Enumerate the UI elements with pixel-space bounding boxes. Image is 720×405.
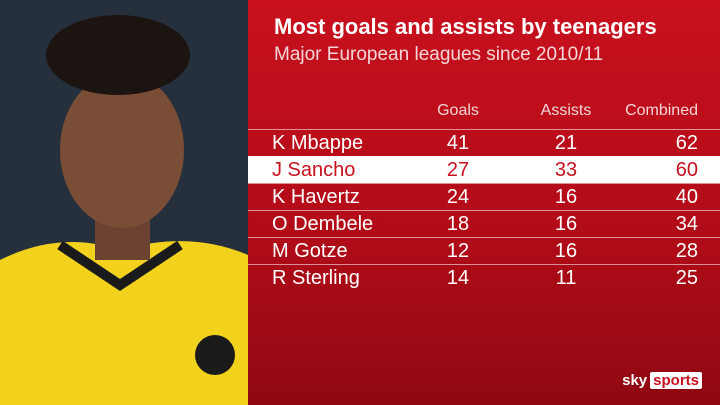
stat-cell: 34 bbox=[675, 213, 698, 235]
stat-cell: 27 bbox=[446, 159, 470, 181]
subtitle: Major European leagues since 2010/11 bbox=[274, 44, 604, 65]
table-panel: Most goals and assists by teenagers Majo… bbox=[248, 0, 720, 405]
table-row: M Gotze 12 16 28 bbox=[248, 237, 720, 264]
stat-cell: 11 bbox=[555, 267, 577, 289]
table-row: J Sancho 27 33 60 bbox=[248, 156, 720, 183]
player-name: K Havertz bbox=[272, 186, 360, 208]
logo: sky sports bbox=[622, 372, 702, 389]
logo-text: sky bbox=[622, 372, 648, 389]
logo-text: sports bbox=[650, 372, 702, 389]
stat-cell: 12 bbox=[446, 240, 470, 262]
player-name: J Sancho bbox=[272, 159, 356, 181]
stat-cell: 21 bbox=[554, 132, 578, 154]
stat-cell: 25 bbox=[675, 267, 698, 289]
stat-cell: 16 bbox=[554, 240, 578, 262]
column-header: Assists bbox=[540, 102, 592, 119]
table-row: O Dembele 18 16 34 bbox=[248, 210, 720, 237]
stat-cell: 60 bbox=[675, 159, 698, 181]
table-row: R Sterling 14 11 25 bbox=[248, 264, 720, 291]
column-header: Combined bbox=[625, 102, 698, 119]
table-row: K Havertz 24 16 40 bbox=[248, 183, 720, 210]
table-row: K Mbappe 41 21 62 bbox=[248, 129, 720, 156]
stat-cell: 40 bbox=[675, 186, 698, 208]
stat-cell: 33 bbox=[554, 159, 578, 181]
column-header: Goals bbox=[437, 102, 479, 119]
stat-cell: 28 bbox=[675, 240, 698, 262]
stat-cell: 16 bbox=[554, 213, 578, 235]
stat-cell: 62 bbox=[675, 132, 698, 154]
player-name: M Gotze bbox=[272, 240, 348, 262]
player-name: K Mbappe bbox=[272, 132, 364, 154]
player-photo bbox=[0, 0, 248, 405]
title: Most goals and assists by teenagers bbox=[274, 14, 657, 39]
stat-cell: 14 bbox=[446, 267, 470, 289]
player-name: O Dembele bbox=[272, 213, 374, 235]
player-name: R Sterling bbox=[272, 267, 360, 289]
stat-cell: 16 bbox=[554, 186, 578, 208]
stat-cell: 24 bbox=[446, 186, 470, 208]
stat-cell: 41 bbox=[446, 132, 470, 154]
stat-cell: 18 bbox=[446, 213, 470, 235]
